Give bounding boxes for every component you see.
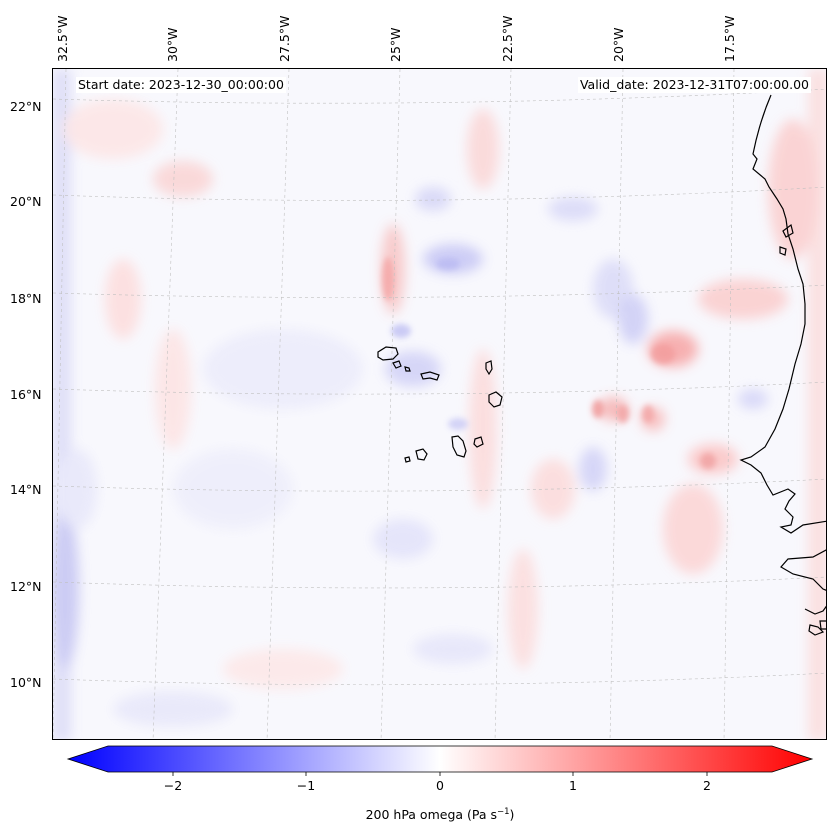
coastlines xyxy=(739,94,826,636)
colorbar-tick-neg2: −2 xyxy=(164,778,182,793)
fogo-island xyxy=(415,448,428,461)
colorbar-label: 200 hPa omega (Pa s−1) xyxy=(0,807,837,822)
field-blobs xyxy=(53,69,826,739)
colorbar-gradient xyxy=(66,745,814,773)
colorbar-ticks xyxy=(172,772,708,776)
lat-label-14n: 14°N xyxy=(10,482,42,497)
lon-label-32-5w: 32.5°W xyxy=(55,15,70,62)
africa-coastline xyxy=(739,94,826,534)
sao-vicente-island xyxy=(392,360,402,369)
colorbar-tick-1: 1 xyxy=(569,778,577,793)
colorbar: −2 −1 0 1 2 xyxy=(66,745,814,793)
coast-detail xyxy=(779,246,787,256)
sao-nicolau-island xyxy=(420,371,440,381)
omega-field-map xyxy=(53,69,826,739)
maio-island xyxy=(473,436,484,448)
colorbar-label-exponent: −1 xyxy=(497,807,510,817)
lon-label-25w: 25°W xyxy=(388,27,403,62)
colorbar-tick-2: 2 xyxy=(703,778,711,793)
lat-label-12n: 12°N xyxy=(10,579,42,594)
lat-label-10n: 10°N xyxy=(10,675,42,690)
field-detail xyxy=(382,257,716,469)
lon-label-30w: 30°W xyxy=(165,27,180,62)
lat-label-20n: 20°N xyxy=(10,194,42,209)
lat-label-22n: 22°N xyxy=(10,99,42,114)
start-date-label: Start date: 2023-12-30_00:00:00 xyxy=(76,77,286,93)
lat-label-16n: 16°N xyxy=(10,387,42,402)
senegal-coast xyxy=(780,549,826,591)
colorbar-label-end: ) xyxy=(509,807,515,823)
bijagos-islands xyxy=(808,620,826,636)
santo-antao-island xyxy=(377,346,399,361)
boa-vista-island xyxy=(488,391,503,408)
canary-fragment xyxy=(782,223,794,238)
gridlines xyxy=(53,69,826,739)
cape-verde-islands xyxy=(377,346,503,463)
colorbar-tick-neg1: −1 xyxy=(297,778,315,793)
santa-luzia-island xyxy=(404,366,411,372)
colorbar-label-main: 200 hPa omega (Pa s xyxy=(365,807,498,823)
lon-label-20w: 20°W xyxy=(611,27,626,62)
valid-date-label: Valid_date: 2023-12-31T07:00:00.00 xyxy=(577,77,811,93)
map-panel xyxy=(52,68,827,740)
lon-label-22-5w: 22.5°W xyxy=(500,15,515,62)
lat-label-18n: 18°N xyxy=(10,291,42,306)
guinea-bissau-coast xyxy=(804,605,826,615)
sal-island xyxy=(485,360,493,376)
colorbar-tick-0: 0 xyxy=(436,778,444,793)
lon-label-27-5w: 27.5°W xyxy=(277,15,292,62)
brava-island xyxy=(404,456,411,463)
santiago-island xyxy=(451,435,467,458)
lon-label-17-5w: 17.5°W xyxy=(722,15,737,62)
